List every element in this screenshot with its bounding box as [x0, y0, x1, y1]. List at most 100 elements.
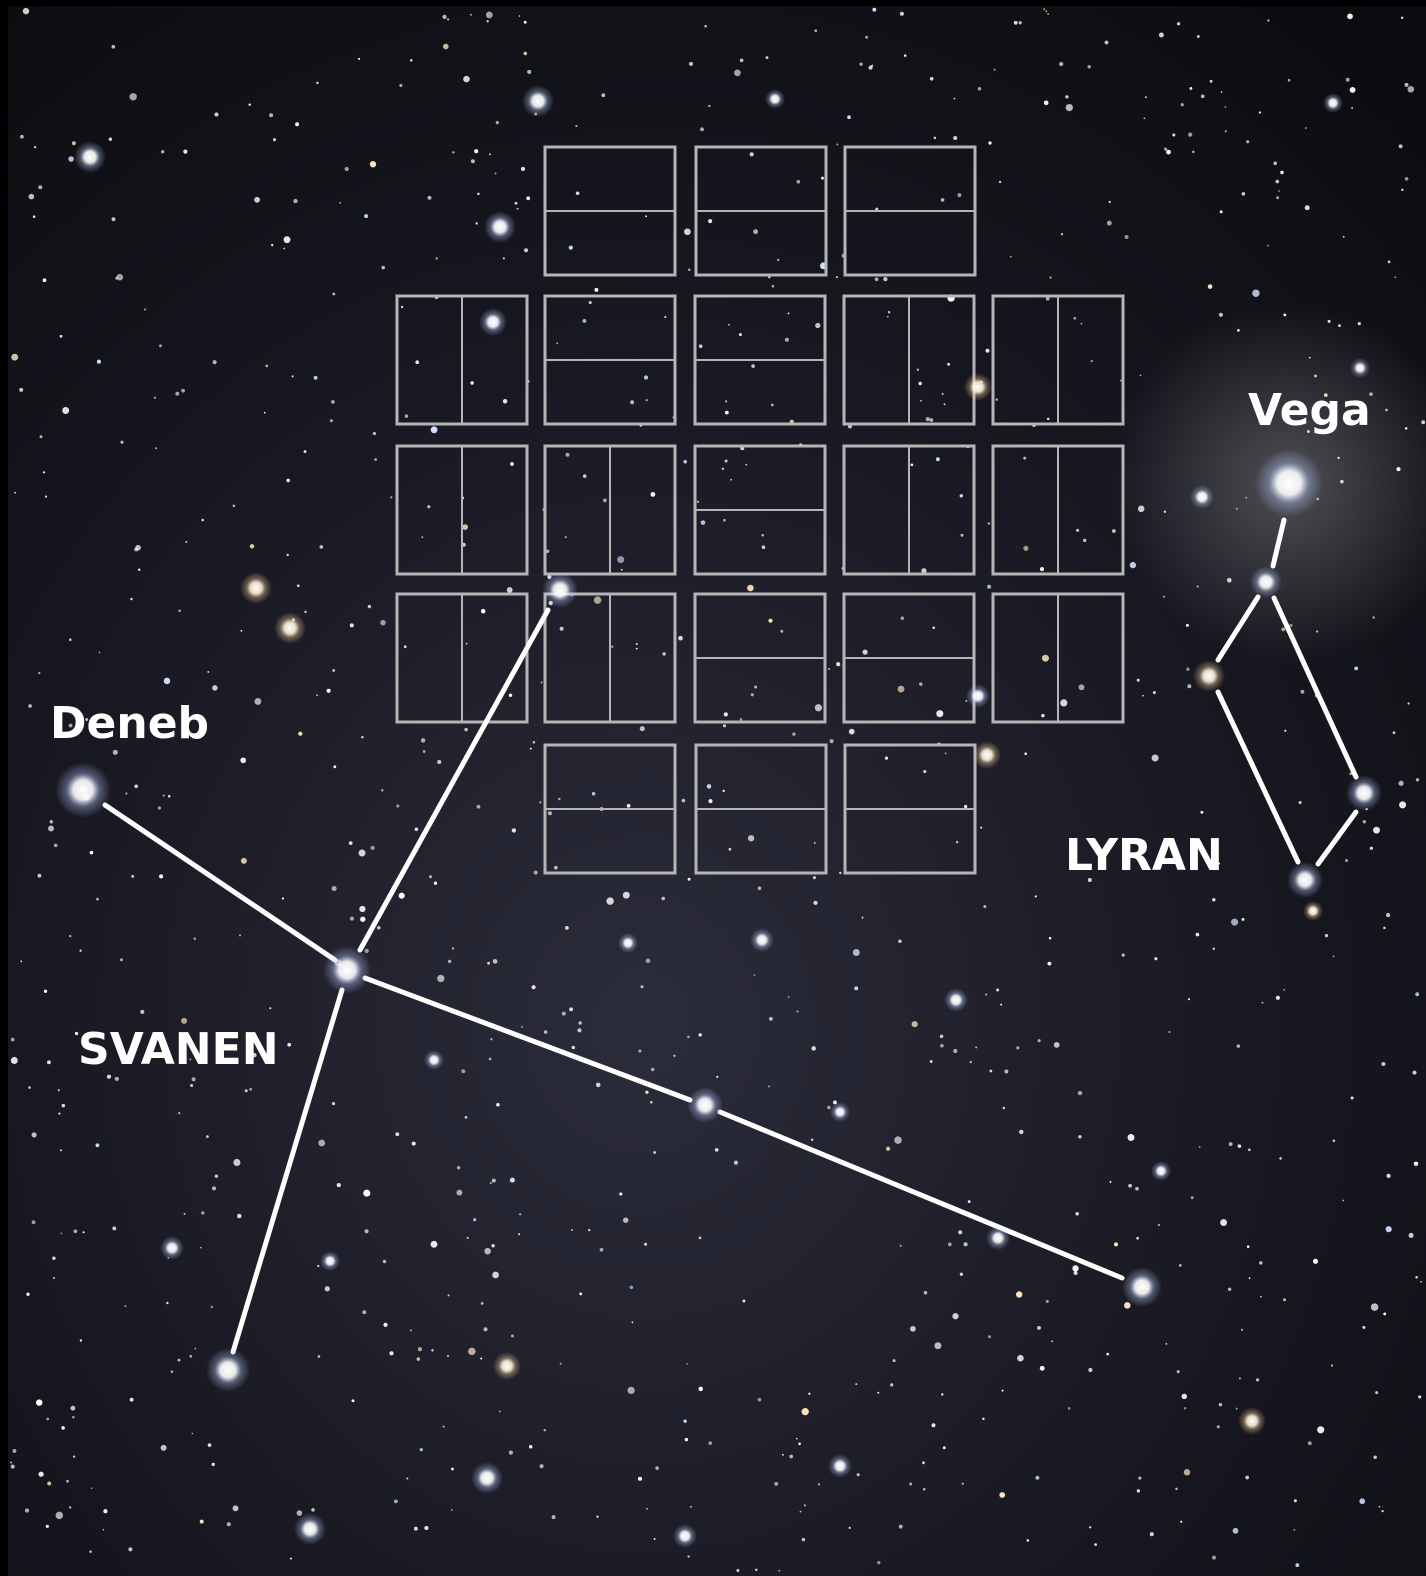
star: [804, 1504, 806, 1506]
star: [327, 689, 331, 693]
star: [1189, 87, 1192, 90]
star: [468, 1348, 476, 1356]
star: [1275, 180, 1279, 184]
star: [38, 672, 40, 674]
star: [877, 1392, 879, 1394]
star: [1399, 144, 1403, 148]
star: [1201, 94, 1205, 98]
star: [484, 1248, 491, 1255]
star: [771, 404, 774, 407]
star: [1246, 140, 1249, 143]
star: [109, 138, 112, 141]
star: [227, 1522, 231, 1526]
star: [1383, 1312, 1386, 1315]
star: [855, 1383, 857, 1385]
star: [995, 398, 997, 400]
star: [48, 826, 54, 832]
star: [888, 311, 890, 313]
star: [1418, 1395, 1421, 1398]
star: [1172, 134, 1175, 137]
star: [201, 1211, 204, 1214]
bright-star: [828, 1454, 852, 1478]
star: [266, 365, 269, 368]
star: [1153, 691, 1156, 694]
star: [417, 1357, 420, 1360]
star: [1154, 957, 1157, 960]
star: [683, 460, 686, 463]
star: [337, 1183, 341, 1187]
star: [233, 1505, 239, 1511]
left-border: [0, 0, 8, 1576]
star: [641, 985, 644, 988]
star: [1197, 585, 1199, 587]
star: [113, 750, 118, 755]
star: [431, 1349, 434, 1352]
star: [287, 1043, 291, 1047]
star: [499, 1411, 501, 1413]
bright-star: [944, 988, 968, 1012]
star: [533, 741, 536, 744]
top-border: [0, 0, 1426, 6]
star: [753, 229, 758, 234]
star: [1192, 151, 1194, 153]
star: [461, 1069, 465, 1073]
star: [330, 419, 333, 422]
star: [1047, 962, 1051, 966]
star: [415, 360, 419, 364]
star: [493, 959, 498, 964]
star: [646, 959, 651, 964]
star: [40, 435, 43, 438]
star: [940, 1035, 943, 1038]
star: [953, 136, 957, 140]
star: [923, 770, 926, 773]
star: [112, 217, 116, 221]
star: [1388, 261, 1391, 264]
star: [1014, 21, 1018, 25]
star: [47, 1482, 51, 1486]
bright-star: [471, 1462, 503, 1494]
star: [1242, 192, 1245, 195]
star-map: Deneb Vega SVANEN LYRAN: [0, 0, 1426, 1576]
star: [1091, 360, 1093, 362]
star: [566, 453, 570, 457]
star: [1276, 996, 1280, 1000]
star: [60, 1233, 62, 1235]
star: [768, 619, 772, 623]
star: [290, 1558, 292, 1560]
star: [406, 1478, 408, 1480]
star: [954, 98, 956, 100]
star: [519, 1213, 521, 1215]
star: [940, 1044, 944, 1048]
star: [1239, 1377, 1241, 1379]
bright-star: [160, 1236, 184, 1260]
bright-star: [493, 1352, 521, 1380]
star: [646, 399, 648, 401]
star: [442, 15, 446, 19]
star: [467, 1237, 469, 1239]
star: [74, 1229, 78, 1233]
star: [530, 748, 532, 750]
star: [701, 520, 706, 525]
star: [192, 1433, 194, 1435]
star: [815, 323, 820, 328]
star: [361, 736, 363, 738]
star: [930, 77, 934, 81]
star: [184, 1213, 186, 1215]
star: [69, 638, 72, 641]
star: [389, 1351, 393, 1355]
star: [1220, 210, 1223, 213]
star: [1328, 320, 1331, 323]
star: [20, 960, 22, 962]
star: [1333, 955, 1335, 957]
star: [487, 20, 489, 22]
star: [527, 70, 531, 74]
star: [654, 1538, 656, 1540]
star: [930, 1060, 933, 1063]
star: [112, 1226, 116, 1230]
star: [465, 1116, 468, 1119]
star: [1284, 730, 1286, 732]
star: [470, 14, 472, 16]
star: [359, 850, 366, 857]
star: [534, 871, 538, 875]
star: [181, 389, 185, 393]
